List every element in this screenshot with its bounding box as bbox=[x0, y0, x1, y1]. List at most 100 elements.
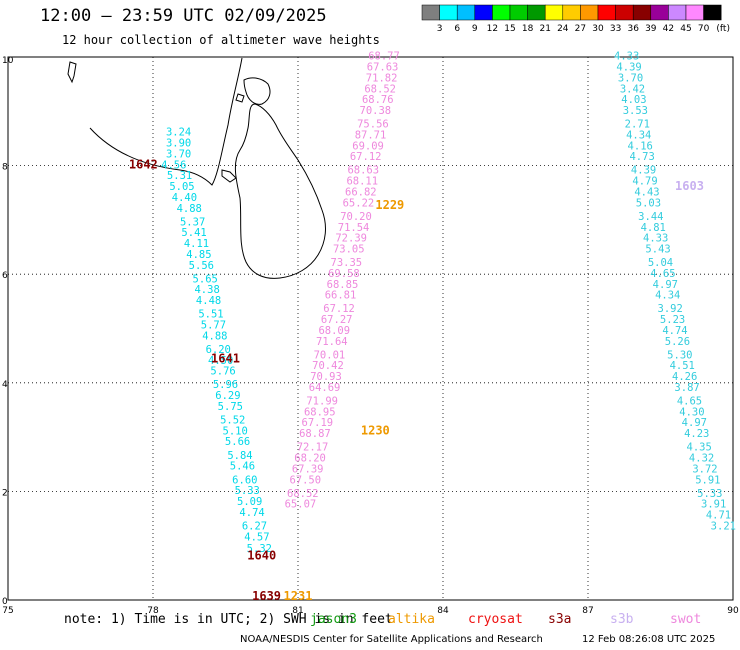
track-value: 4.33 bbox=[614, 51, 639, 63]
track-value: 67.12 bbox=[323, 303, 355, 315]
track-value: 4.88 bbox=[177, 203, 202, 215]
track-value: 5.75 bbox=[218, 401, 243, 413]
pass-time-label: 1231 bbox=[284, 589, 313, 603]
footer-credit: NOAA/NESDIS Center for Satellite Applica… bbox=[240, 634, 543, 645]
x-tick-label: 81 bbox=[292, 606, 303, 616]
pass-time-label: 1640 bbox=[247, 548, 276, 562]
track-value: 5.52 bbox=[220, 415, 245, 427]
track-value: 69.58 bbox=[328, 268, 360, 280]
track-value: 68.20 bbox=[294, 453, 326, 465]
track-value: 3.70 bbox=[166, 148, 191, 160]
track-value: 4.65 bbox=[650, 268, 675, 280]
track-value: 68.63 bbox=[347, 165, 379, 177]
track-value: 73.35 bbox=[331, 257, 363, 269]
colorbar-label: 15 bbox=[504, 24, 515, 34]
track-value: 4.71 bbox=[706, 510, 731, 522]
track-value: 4.03 bbox=[621, 94, 646, 106]
track-value: 65.07 bbox=[285, 499, 317, 511]
x-tick-label: 75 bbox=[2, 606, 13, 616]
track-value: 70.38 bbox=[360, 105, 392, 117]
colorbar-label: 30 bbox=[592, 24, 604, 34]
track-value: 4.32 bbox=[689, 453, 714, 465]
track-value: 4.97 bbox=[653, 279, 678, 291]
color-scale-legend: 3 6 9 12 15 18 21 24 27 30 33 36 39 42 45 70 (ft) bbox=[421, 4, 730, 34]
track-value: 5.10 bbox=[223, 425, 248, 437]
pass-time-label: 1603 bbox=[675, 179, 704, 193]
x-tick-label: 84 bbox=[437, 606, 449, 616]
colorbar-label: 24 bbox=[557, 24, 569, 34]
track-value: 5.84 bbox=[227, 450, 252, 462]
track-value: 87.71 bbox=[355, 129, 387, 141]
colorbar-label: 21 bbox=[539, 24, 550, 34]
track-value: 4.40 bbox=[172, 192, 197, 204]
track-value: 68.76 bbox=[362, 94, 394, 106]
track-value: 4.79 bbox=[632, 176, 657, 188]
y-tick-label: 0 bbox=[2, 597, 8, 607]
satellite-legend-cryosat: cryosat bbox=[468, 612, 523, 627]
track-value: 3.53 bbox=[623, 105, 648, 117]
y-tick-label: 10 bbox=[2, 56, 14, 66]
track-value: 5.91 bbox=[695, 474, 720, 486]
track-value: 69.09 bbox=[352, 140, 384, 152]
satellite-legend-jason3: jason3 bbox=[310, 612, 357, 627]
track-value: 72.39 bbox=[335, 233, 367, 245]
track-value: 71.82 bbox=[366, 72, 398, 84]
track-value: 4.26 bbox=[672, 371, 697, 383]
track-value: 4.74 bbox=[662, 325, 687, 337]
track-value: 4.33 bbox=[643, 233, 668, 245]
track-value: 5.30 bbox=[667, 349, 692, 361]
track-value: 4.38 bbox=[194, 284, 219, 296]
track-value: 5.65 bbox=[193, 273, 218, 285]
track-value: 4.48 bbox=[196, 295, 221, 307]
track-value: 3.72 bbox=[692, 463, 717, 475]
track-value: 67.50 bbox=[289, 474, 321, 486]
colorbar-label: 36 bbox=[627, 24, 639, 34]
y-tick-label: 2 bbox=[2, 488, 8, 498]
track-value: 68.52 bbox=[287, 488, 319, 500]
track-value: 3.70 bbox=[618, 72, 643, 84]
pass-time-label: 1229 bbox=[375, 198, 404, 212]
page-subtitle: 12 hour collection of altimeter wave hei… bbox=[62, 33, 380, 47]
track-value: 68.11 bbox=[346, 176, 378, 188]
track-value: 5.04 bbox=[648, 257, 673, 269]
page-title: 12:00 – 23:59 UTC 02/09/2025 bbox=[40, 6, 327, 26]
colorbar-label: 33 bbox=[610, 24, 621, 34]
track-value: 67.27 bbox=[321, 314, 353, 326]
track-value: 5.23 bbox=[660, 314, 685, 326]
pass-time-label: 1230 bbox=[361, 423, 390, 437]
track-value: 5.41 bbox=[181, 227, 206, 239]
map-frame bbox=[7, 56, 734, 601]
track-value: 5.37 bbox=[180, 216, 205, 228]
coastline bbox=[67, 57, 326, 279]
y-tick-label: 4 bbox=[2, 380, 8, 390]
track-value: 71.54 bbox=[338, 222, 370, 234]
track-value: 4.50 bbox=[208, 355, 233, 367]
track-value: 4.34 bbox=[626, 129, 651, 141]
track-value: 73.05 bbox=[333, 243, 365, 255]
pass-time-label: 1639 bbox=[252, 589, 281, 603]
track-value: 3.92 bbox=[658, 303, 683, 315]
track-value: 4.39 bbox=[631, 165, 656, 177]
track-value: 72.17 bbox=[297, 442, 329, 454]
satellite-legend-swot: swot bbox=[670, 612, 702, 627]
track-value: 66.82 bbox=[345, 186, 377, 198]
track-value: 5.03 bbox=[636, 197, 661, 209]
colorbar-unit: (ft) bbox=[716, 24, 730, 34]
x-tick-label: 87 bbox=[582, 606, 593, 616]
track-value: 68.52 bbox=[364, 83, 396, 95]
track-value: 5.46 bbox=[230, 461, 255, 473]
track-value: 4.81 bbox=[641, 222, 666, 234]
track-value: 3.90 bbox=[166, 138, 191, 150]
track-value: 4.30 bbox=[679, 406, 704, 418]
track-value: 3.21 bbox=[711, 520, 736, 532]
track-value: 6.60 bbox=[232, 474, 257, 486]
colorbar-label: 18 bbox=[522, 24, 534, 34]
satellite-legend-altika: altika bbox=[388, 612, 435, 627]
track-value: 70.01 bbox=[314, 349, 346, 361]
track-value: 68.77 bbox=[368, 51, 400, 63]
track-value: 5.96 bbox=[213, 379, 238, 391]
colorbar-label: 42 bbox=[663, 24, 674, 34]
track-value: 70.93 bbox=[310, 371, 342, 383]
track-value: 3.44 bbox=[638, 211, 663, 223]
